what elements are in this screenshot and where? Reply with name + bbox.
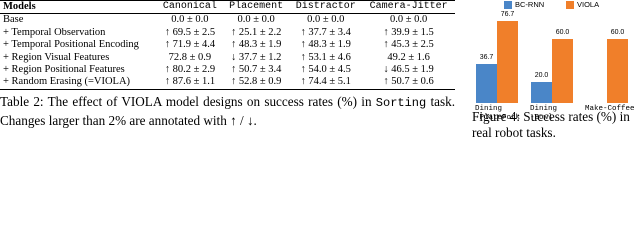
bar	[552, 38, 573, 103]
row-label: + Temporal Observation	[3, 26, 106, 38]
table-cell: ↑ 69.5 ± 2.5	[164, 26, 216, 38]
table-cell: ↑ 50.7 ± 0.6	[383, 76, 434, 88]
value-label: 60.0	[610, 28, 625, 36]
table-cell: ↓ 37.7 ± 1.2	[230, 51, 282, 63]
table-cell: 0.0 ± 0.0	[389, 14, 428, 26]
table-row: + Temporal Positional Encoding ↑ 71.9 ± 4…	[0, 39, 455, 51]
table-cell: 72.8 ± 0.9	[168, 51, 212, 63]
table-cell: ↑ 54.0 ± 4.5	[300, 64, 351, 76]
legend-swatch	[566, 1, 574, 9]
bar	[607, 38, 628, 103]
row-label: + Region Positional Features	[3, 64, 125, 76]
table-cell: ↑ 80.2 ± 2.9	[164, 64, 216, 76]
legend-label: BC-RNN	[515, 0, 545, 9]
bar	[476, 63, 497, 103]
x-tick-label: Dining -PlateFork	[475, 105, 521, 122]
legend-label: VIOLA	[577, 0, 600, 9]
row-label: + Temporal Positional Encoding	[3, 39, 139, 51]
caption-text: Sorting	[375, 96, 427, 110]
column-header: Camera-Jitter	[362, 0, 455, 15]
table-cell: ↑ 50.7 ± 3.4	[230, 64, 282, 76]
legend-swatch	[504, 1, 512, 9]
figure-caption: Figure 4: Success rates (%) in real robo…	[472, 109, 630, 140]
table-cell: ↑ 74.4 ± 5.1	[300, 76, 351, 88]
bar	[531, 81, 552, 103]
x-tick-label: Make-Coffee	[585, 105, 635, 113]
table-cell: ↑ 37.7 ± 3.4	[300, 26, 351, 38]
page-body: Models Canonical Placement Distractor Camera…	[0, 0, 640, 140]
row-label: + Region Visual Features	[3, 51, 110, 63]
row-label: Base	[3, 14, 24, 26]
table-row: + Region Positional Features ↑ 80.2 ± 2.9…	[0, 64, 455, 76]
value-label: 60.0	[555, 28, 570, 36]
table-cell: ↑ 53.1 ± 4.6	[300, 51, 351, 63]
caption-text: task. Changes larger than 2% are annotat…	[0, 94, 456, 128]
table-row: Base 0.0 ± 0.0 0.0 ± 0.0 0.0 ± 0.0 0.0 ± 0.0	[0, 14, 455, 27]
column-header: Placement	[223, 0, 290, 15]
row-label: + Random Erasing (=VIOLA)	[3, 76, 131, 88]
caption-text: Table 2: The effect of VIOLA model desig…	[0, 94, 376, 109]
bar	[497, 20, 518, 103]
value-label: 76.7	[500, 10, 515, 18]
bar-chart: BC-RNN 36.7 20.0 VIOLA 76.7 60.0 60.0 Dining -P…	[470, 0, 640, 122]
table-cell: ↓ 46.5 ± 1.9	[383, 64, 434, 76]
header-row: Models Canonical Placement Distractor Camera…	[0, 0, 455, 15]
table-cell: ↑ 52.8 ± 0.9	[230, 76, 282, 88]
table-cell: ↑ 87.6 ± 1.1	[164, 76, 216, 88]
page: Models Canonical Placement Distractor Camera…	[0, 0, 640, 140]
table-cell: 0.0 ± 0.0	[237, 14, 275, 26]
table-cell: ↑ 48.3 ± 1.9	[230, 39, 282, 51]
table-cell: ↑ 45.3 ± 2.5	[383, 39, 434, 51]
table-cell: ↑ 48.3 ± 1.9	[300, 39, 351, 51]
column-header: Canonical	[156, 0, 224, 15]
table-cell: 0.0 ± 0.0	[171, 14, 209, 26]
results-table: Models Canonical Placement Distractor Camera…	[0, 0, 455, 90]
table-cell: 0.0 ± 0.0	[307, 14, 345, 26]
table-cell: ↑ 71.9 ± 4.4	[164, 39, 216, 51]
table-row: + Region Visual Features 72.8 ± 0.9 ↓ 37.7…	[0, 52, 455, 64]
column-header: Distractor	[289, 0, 363, 15]
column-header: Models	[0, 0, 157, 15]
table-cell: ↑ 39.9 ± 1.5	[383, 26, 434, 38]
table-cell: 49.2 ± 1.6	[387, 51, 430, 63]
table-row: + Temporal Observation ↑ 69.5 ± 2.5 ↑ 25.1…	[0, 27, 455, 39]
table-cell: ↑ 25.1 ± 2.2	[230, 26, 282, 38]
value-label: 36.7	[479, 53, 494, 61]
table-caption: Table 2: The effect of VIOLA model desig…	[0, 93, 455, 129]
value-label: 20.0	[534, 71, 549, 79]
x-tick-label: Dining -Bowl	[530, 105, 558, 122]
table-row: + Random Erasing (=VIOLA) ↑ 87.6 ± 1.1 ↑ 5…	[0, 76, 455, 90]
